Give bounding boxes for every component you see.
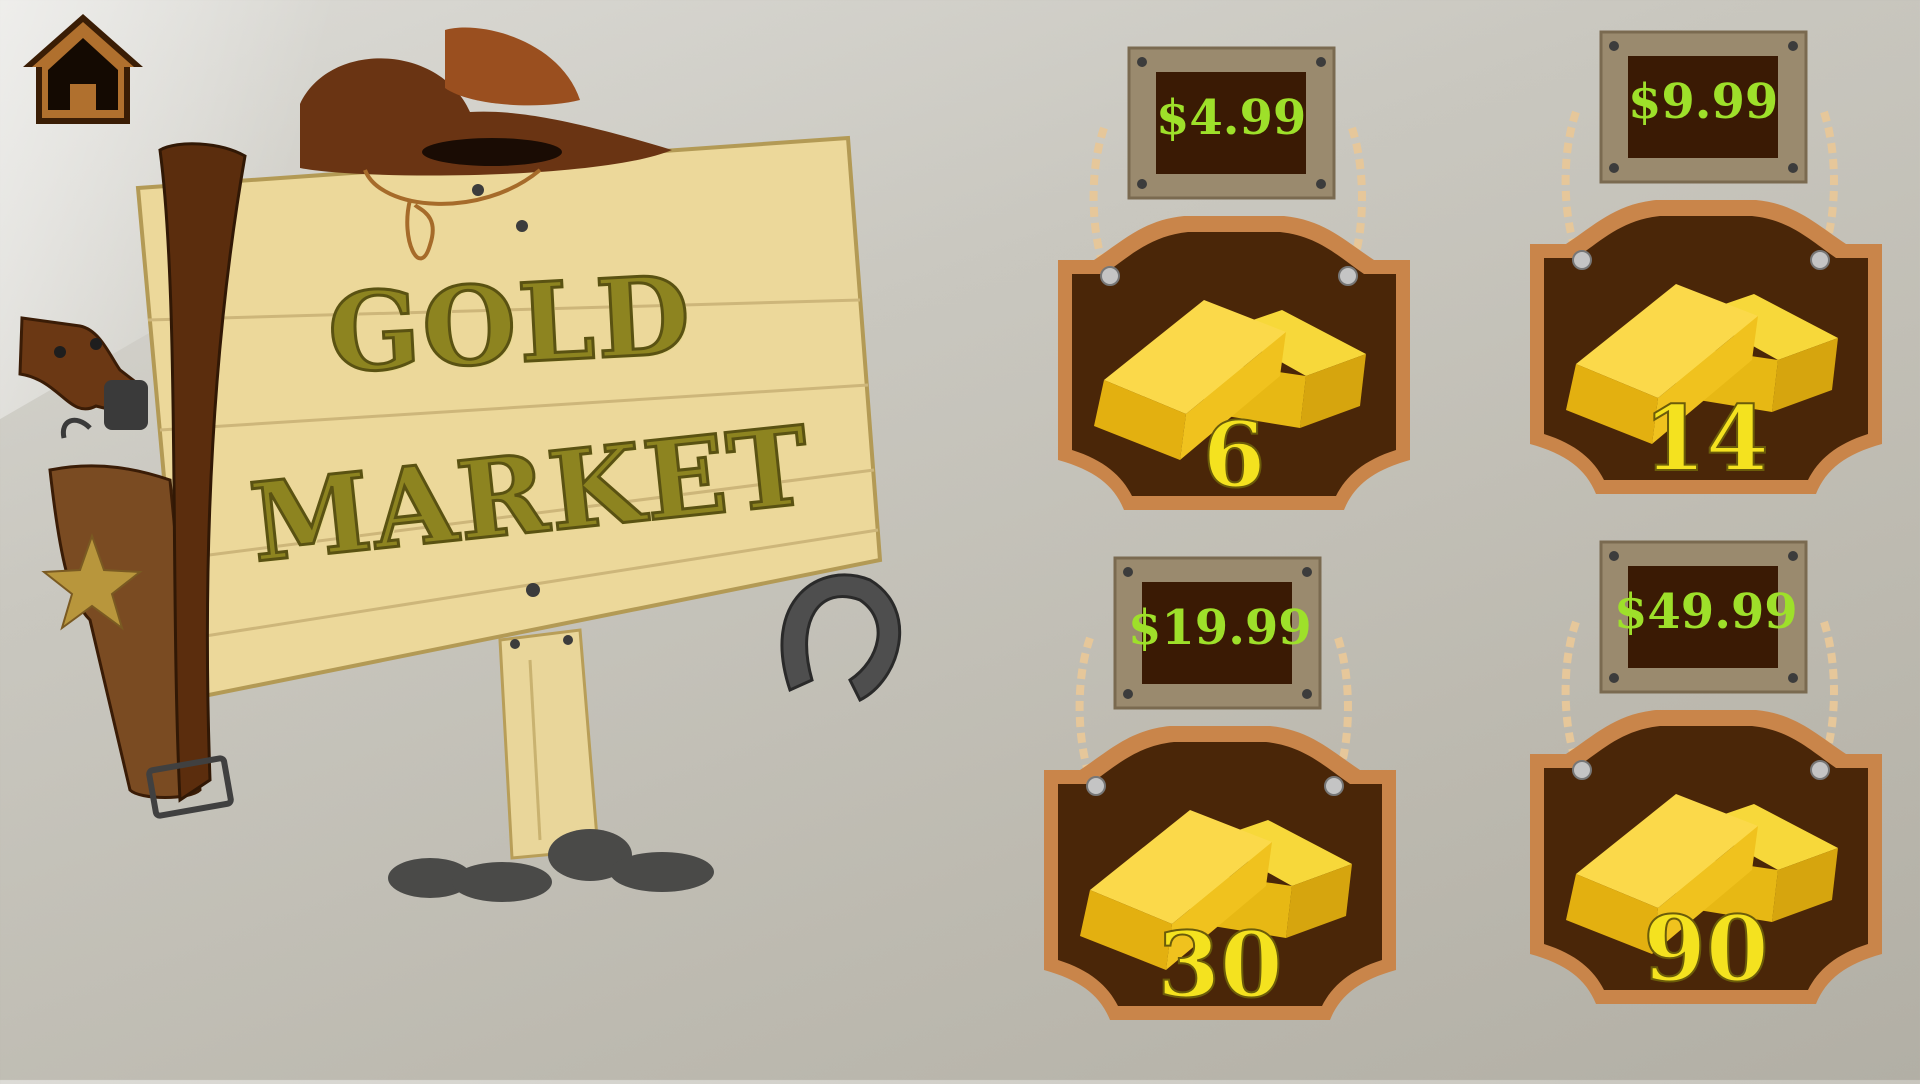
offer-gold-amount: 6 [1202,401,1267,509]
offer-gold-amount: 90 [1642,895,1769,1003]
offer-frame [1044,556,1396,1020]
gold-bars-icon [1094,300,1366,460]
sign-title-line1: GOLD [323,251,696,399]
offer-price: $19.99 [1128,600,1312,656]
gold-offer-2[interactable]: $9.99 14 [1496,24,1916,534]
offer-price: $49.99 [1614,584,1798,640]
offer-gold-amount: 14 [1642,385,1769,493]
gold-bars-icon [1566,284,1838,444]
offer-frame [1530,540,1882,1004]
offer-price: $9.99 [1628,74,1779,130]
gold-offer-1[interactable]: $4.99 6 [1024,40,1444,550]
gold-bars-icon [1566,794,1838,954]
gold-offer-3[interactable]: $19.99 30 [1010,550,1430,1060]
offer-frame [1058,46,1410,510]
gold-market-sign-scene: GOLD MARKET [0,0,920,1080]
home-icon [23,14,143,124]
gold-bars-icon [1080,810,1352,970]
gold-offer-4[interactable]: $49.99 90 [1496,534,1916,1044]
offer-gold-amount: 30 [1156,911,1283,1019]
offer-price: $4.99 [1156,90,1307,146]
offer-frame [1530,30,1882,494]
home-button[interactable] [18,12,148,127]
